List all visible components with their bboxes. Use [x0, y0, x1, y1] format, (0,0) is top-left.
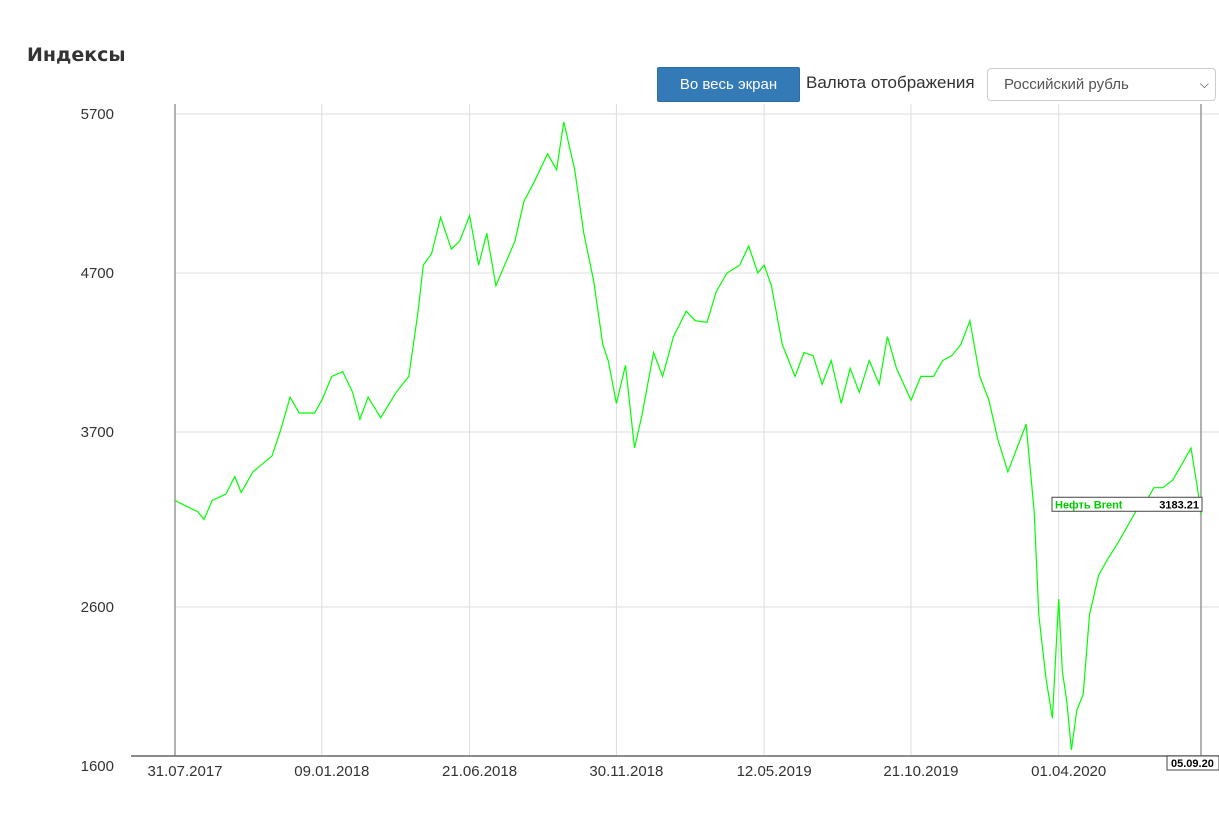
x-tick-label: 31.07.2017: [147, 763, 222, 780]
x-tick-label: 01.04.2020: [1031, 763, 1106, 780]
chevron-down-icon: ⌵: [1199, 77, 1209, 91]
currency-select[interactable]: Российский рубль ⌵: [987, 68, 1216, 101]
series-value-label-box: [1051, 496, 1203, 512]
currency-label: Валюта отображения: [806, 73, 975, 92]
series-name-label: Нефть Brent: [1055, 499, 1123, 511]
series-line: [174, 121, 1202, 751]
y-tick-label: 1600: [81, 758, 114, 775]
y-tick-label: 5700: [81, 106, 114, 123]
last-date-label: 05.09.20: [1171, 758, 1214, 770]
x-tick-label: 12.05.2019: [737, 763, 812, 780]
last-date-label-box: [1166, 755, 1219, 771]
fullscreen-button[interactable]: Во весь экран: [657, 67, 800, 102]
x-tick-label: 21.06.2018: [442, 763, 517, 780]
y-tick-label: 4700: [81, 265, 114, 282]
x-tick-label: 30.11.2018: [589, 763, 663, 780]
currency-select-value: Российский рубль: [1004, 76, 1129, 93]
y-tick-label: 3700: [81, 424, 114, 441]
x-tick-label: 21.10.2019: [883, 763, 958, 780]
series-last-value: 3183.21: [1159, 499, 1199, 511]
page-title: Индексы: [27, 44, 126, 66]
y-tick-label: 2600: [81, 599, 114, 616]
x-tick-label: 09.01.2018: [294, 763, 369, 780]
